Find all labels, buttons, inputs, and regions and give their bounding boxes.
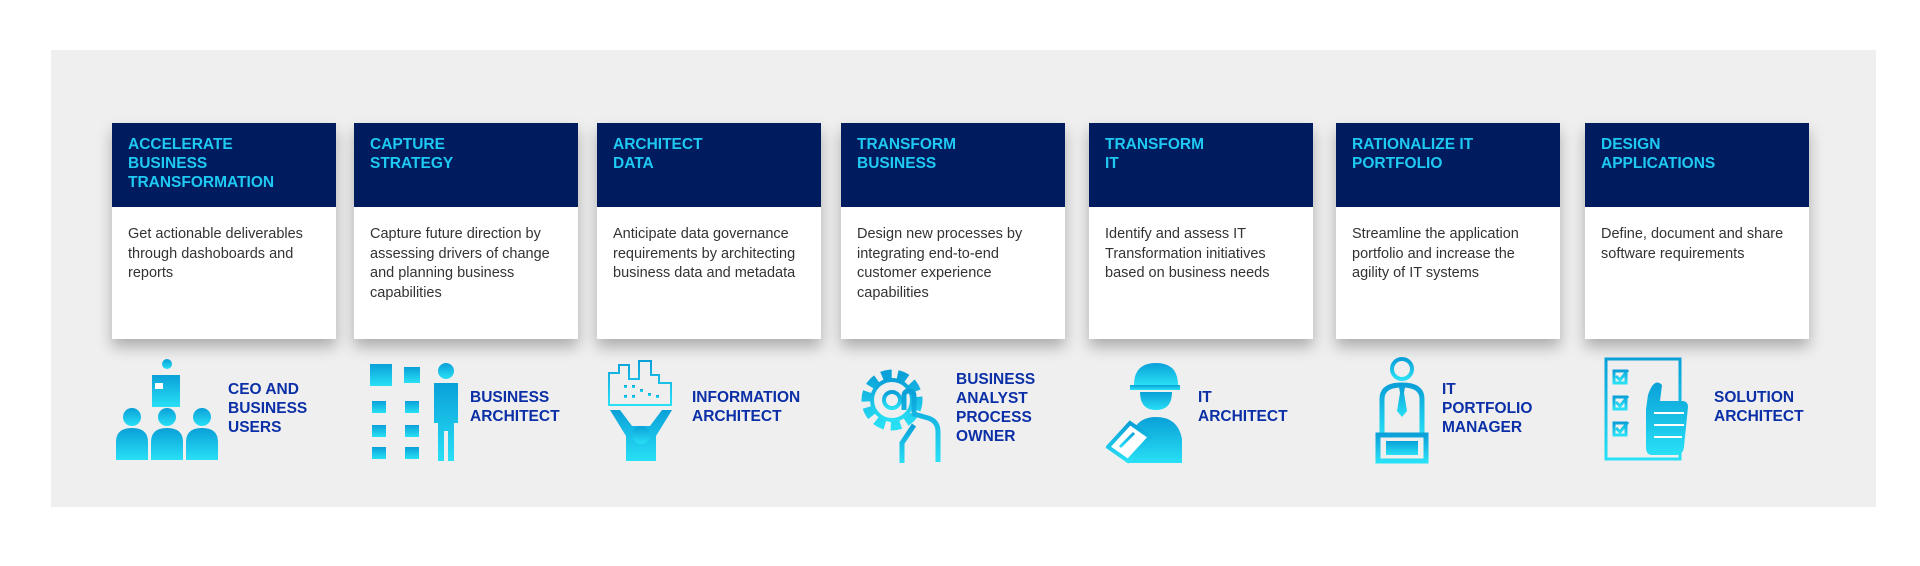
card-transform-business: TRANSFORM BUSINESS Design new processes …: [841, 123, 1065, 339]
role-label-line: INFORMATION: [692, 389, 801, 406]
role-label-line: PROCESS: [956, 409, 1032, 426]
card-description: Anticipate data governance requirements …: [613, 226, 796, 281]
role-label-line: ANALYST: [956, 390, 1028, 407]
card-title-line: BUSINESS: [857, 155, 937, 172]
card-title: DESIGN APPLICATIONS: [1585, 123, 1809, 207]
card-transform-it: TRANSFORM IT Identify and assess IT Tran…: [1089, 123, 1313, 339]
role-label: IT PORTFOLIO MANAGER: [1442, 380, 1532, 437]
role-label-line: OWNER: [956, 428, 1016, 445]
card-design-applications: DESIGN APPLICATIONS Define, document and…: [1585, 123, 1809, 339]
flowchart-person-icon: [370, 363, 458, 461]
role-it-portfolio-manager: IT PORTFOLIO MANAGER: [1372, 355, 1596, 465]
role-ceo-and-business-users: CEO AND BUSINESS USERS: [112, 355, 336, 465]
role-label-line: IT: [1442, 381, 1456, 398]
card-title-line: ACCELERATE: [128, 136, 233, 153]
card-description: Define, document and share software requ…: [1601, 226, 1784, 262]
role-label-line: ARCHITECT: [1714, 408, 1804, 425]
role-label: CEO AND BUSINESS USERS: [228, 380, 307, 437]
people-group-icon: [116, 359, 218, 460]
role-it-architect: IT ARCHITECT: [1106, 355, 1330, 465]
manager-desk-icon: [1375, 357, 1429, 464]
role-label-line: BUSINESS: [470, 389, 550, 406]
role-label: IT ARCHITECT: [1198, 388, 1288, 426]
role-label-line: CEO AND: [228, 381, 299, 398]
card-title-line: PORTFOLIO: [1352, 155, 1443, 172]
card-title-line: STRATEGY: [370, 155, 454, 172]
card-title-line: DESIGN: [1601, 136, 1661, 153]
role-label: BUSINESS ANALYST PROCESS OWNER: [956, 370, 1035, 446]
role-business-analyst-process-owner: BUSINESS ANALYST PROCESS OWNER: [852, 355, 1076, 465]
card-description: Get actionable deliverables through dash…: [128, 226, 303, 281]
card-title-line: IT: [1105, 155, 1119, 172]
role-label-line: IT: [1198, 389, 1212, 406]
card-title-line: DATA: [613, 155, 654, 172]
card-architect-data: ARCHITECT DATA Anticipate data governanc…: [597, 123, 821, 339]
card-title-line: TRANSFORM: [857, 136, 957, 153]
role-solution-architect: SOLUTION ARCHITECT: [1604, 355, 1828, 465]
card-title-line: ARCHITECT: [613, 136, 703, 153]
role-label-line: ARCHITECT: [1198, 408, 1288, 425]
card-title-line: TRANSFORM: [1105, 136, 1205, 153]
role-label-line: ARCHITECT: [470, 408, 560, 425]
card-title-line: APPLICATIONS: [1601, 155, 1716, 172]
role-label-line: PORTFOLIO: [1442, 400, 1533, 417]
role-label-line: ARCHITECT: [692, 408, 782, 425]
card-description: Streamline the application portfolio and…: [1352, 226, 1519, 281]
person-holding-city-icon: [608, 360, 672, 461]
card-accelerate-business-transformation: ACCELERATE BUSINESS TRANSFORMATION Get a…: [112, 123, 336, 339]
card-title: CAPTURE STRATEGY: [354, 123, 578, 207]
card-title: RATIONALIZE IT PORTFOLIO: [1336, 123, 1560, 207]
card-title: ARCHITECT DATA: [597, 123, 821, 207]
role-label: INFORMATION ARCHITECT: [692, 388, 800, 426]
card-title-line: BUSINESS: [128, 155, 208, 172]
card-title: TRANSFORM IT: [1089, 123, 1313, 207]
role-label-line: BUSINESS: [228, 400, 308, 417]
role-label-line: USERS: [228, 419, 282, 436]
gear-hand-icon: [861, 369, 941, 463]
card-title: TRANSFORM BUSINESS: [841, 123, 1065, 207]
card-title-line: CAPTURE: [370, 136, 445, 153]
role-label-line: MANAGER: [1442, 419, 1523, 436]
checklist-thumbs-up-icon: [1604, 357, 1688, 461]
card-title: ACCELERATE BUSINESS TRANSFORMATION: [112, 123, 336, 207]
engineer-clipboard-icon: [1106, 363, 1182, 464]
role-label-line: SOLUTION: [1714, 389, 1795, 406]
card-description: Identify and assess IT Transformation in…: [1105, 226, 1270, 281]
card-rationalize-it-portfolio: RATIONALIZE IT PORTFOLIO Streamline the …: [1336, 123, 1560, 339]
role-business-architect: BUSINESS ARCHITECT: [368, 355, 592, 465]
card-description: Capture future direction by assessing dr…: [370, 226, 550, 301]
card-title-line: TRANSFORMATION: [128, 174, 275, 191]
role-label: BUSINESS ARCHITECT: [470, 388, 560, 426]
role-label: SOLUTION ARCHITECT: [1714, 388, 1804, 426]
role-label-line: BUSINESS: [956, 371, 1036, 388]
role-information-architect: INFORMATION ARCHITECT: [606, 355, 830, 465]
card-capture-strategy: CAPTURE STRATEGY Capture future directio…: [354, 123, 578, 339]
card-description: Design new processes by integrating end-…: [857, 226, 1023, 301]
card-title-line: RATIONALIZE IT: [1352, 136, 1474, 153]
